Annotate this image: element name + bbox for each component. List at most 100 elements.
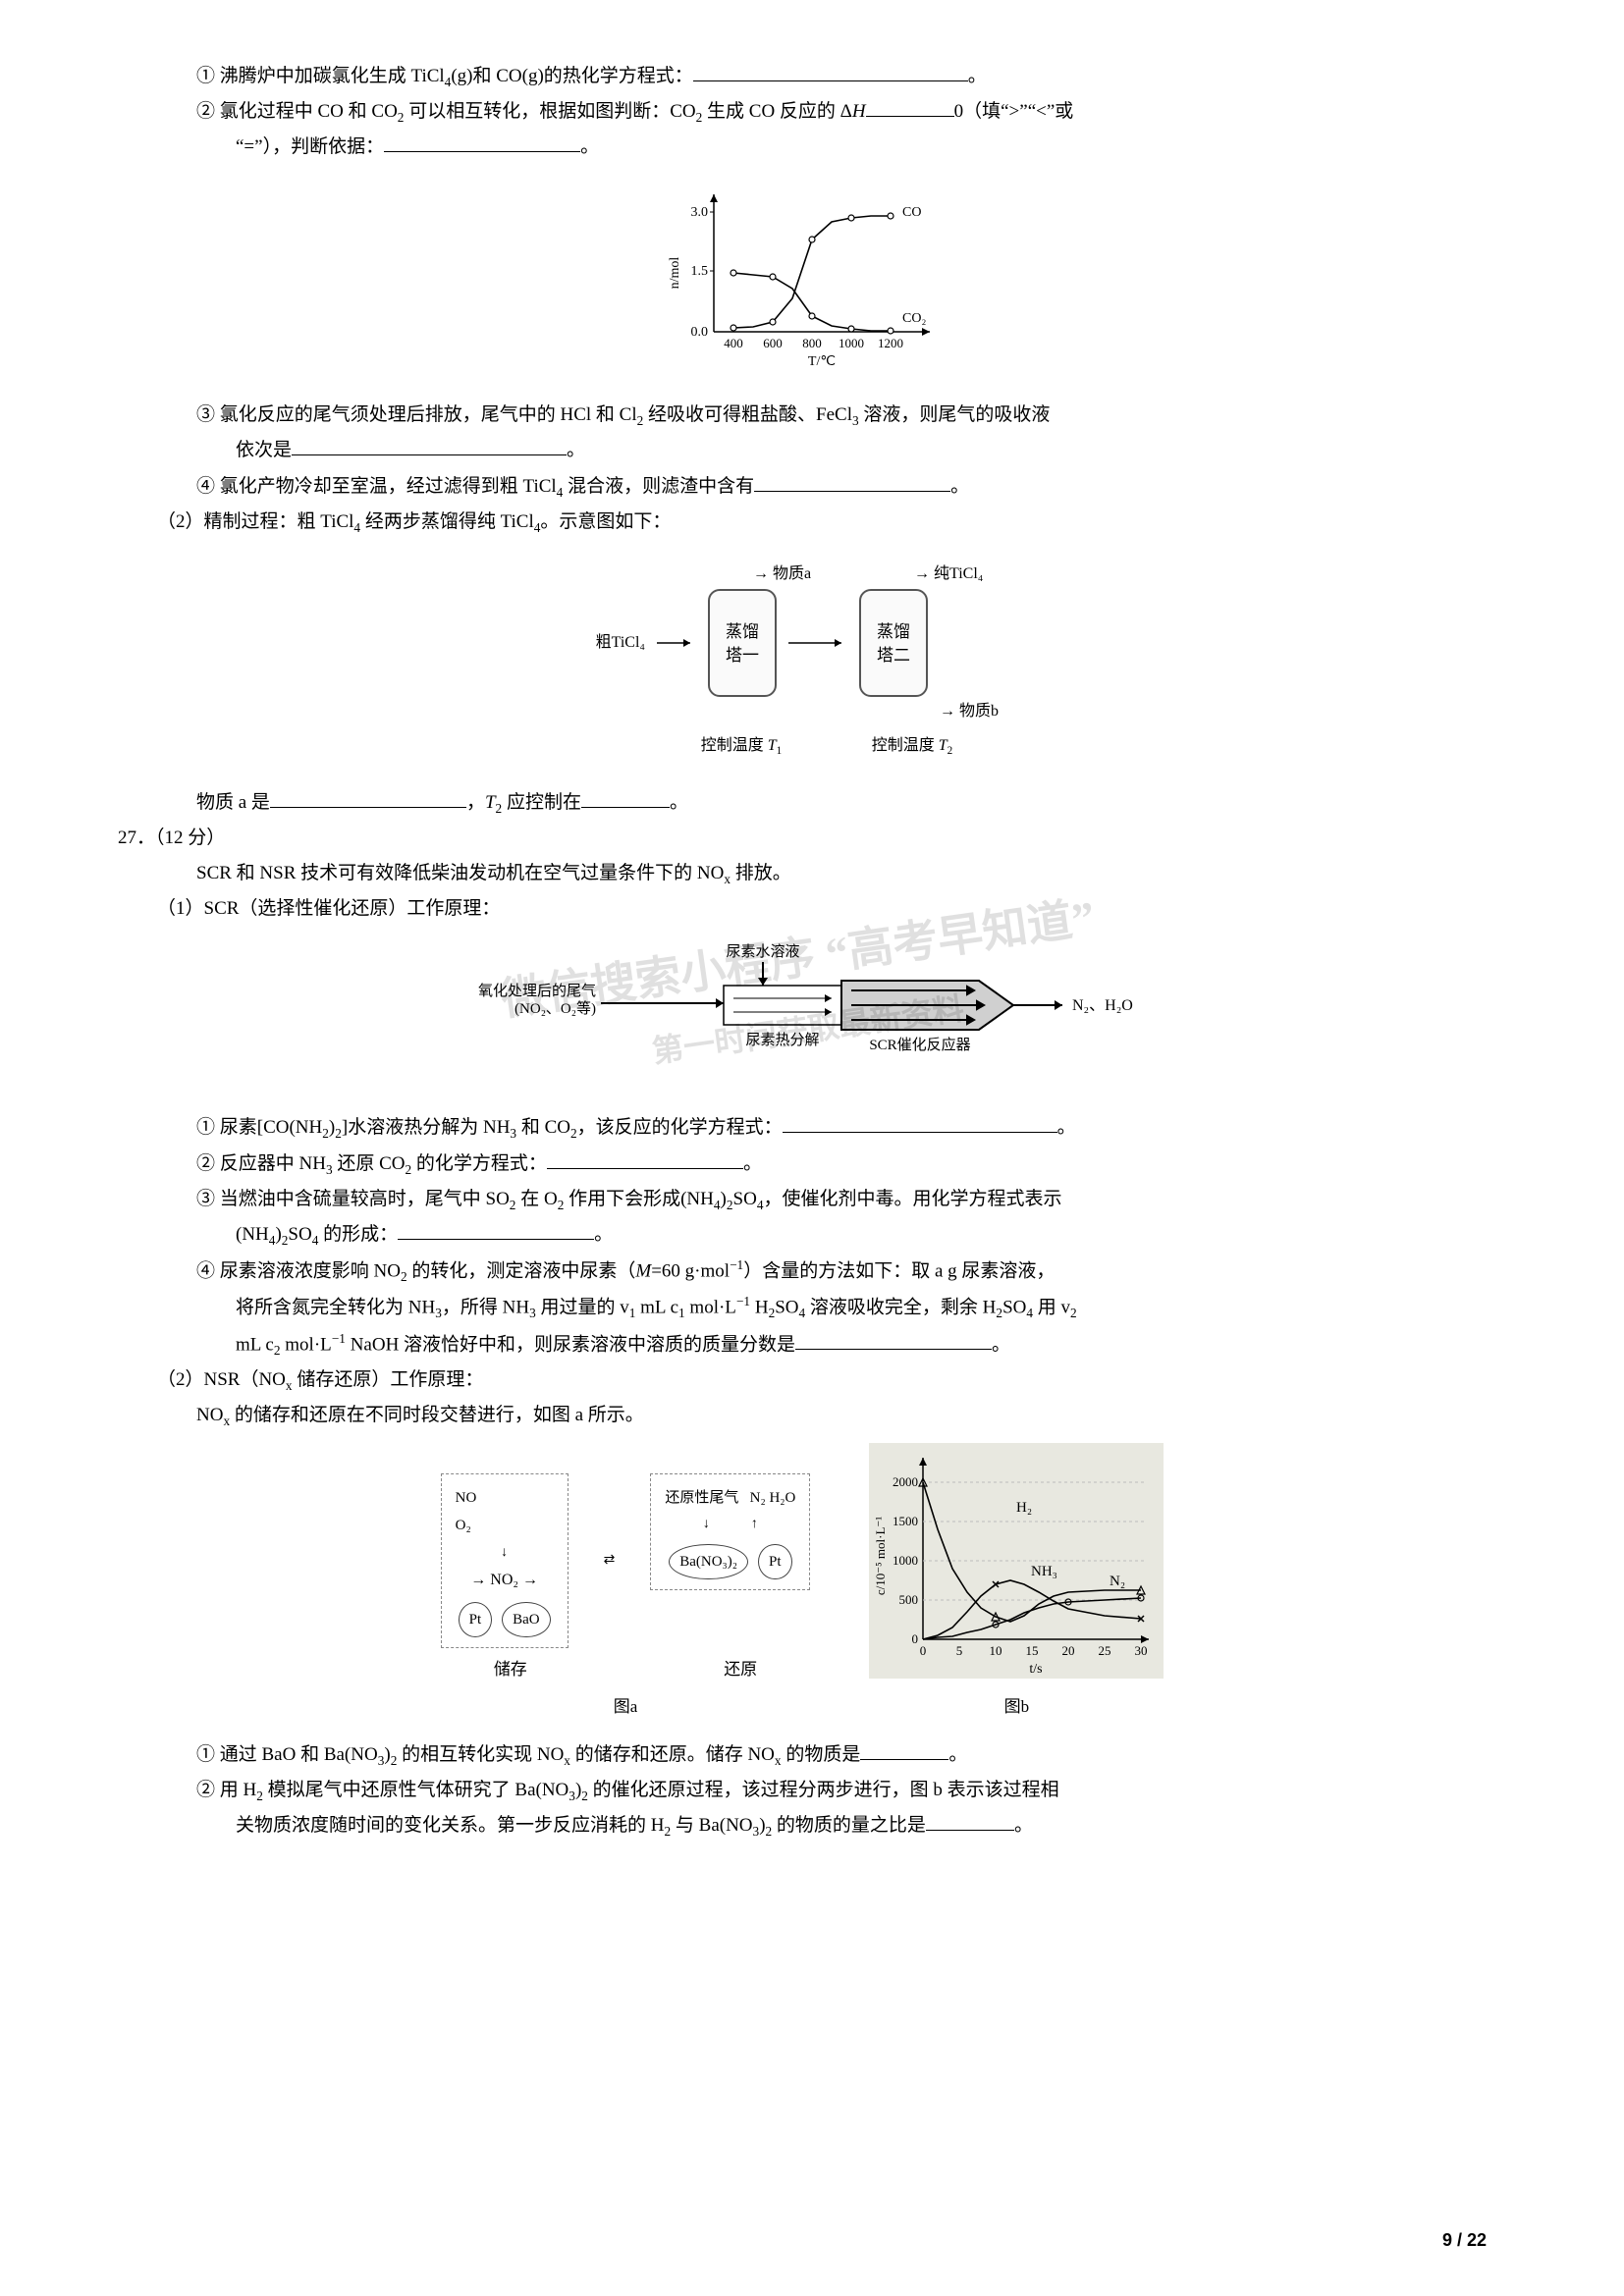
answer-blank[interactable] <box>398 1218 594 1240</box>
svg-text:N₂: N₂ <box>1110 1574 1125 1589</box>
text: 生成 CO 反应的 Δ <box>702 101 852 122</box>
label: 物质a <box>773 565 811 582</box>
text: 经两步蒸馏得纯 TiCl <box>360 511 534 532</box>
item-1-4: ④ 氯化产物冷却至室温，经过滤得到粗 TiCl4 混合液，则滤渣中含有。 <box>118 469 1487 505</box>
text: ④ 氯化产物冷却至室温，经过滤得到粗 TiCl <box>196 476 557 497</box>
item-1-2b: “=”），判断依据： 。 <box>118 130 1487 165</box>
q27-last-2: ② 用 H2 模拟尾气中还原性气体研究了 Ba(NO3)2 的催化还原过程，该过… <box>118 1773 1487 1808</box>
tower-2: 蒸馏 塔二 <box>859 589 928 697</box>
series-label-co: CO <box>902 205 921 220</box>
svg-text:1500: 1500 <box>893 1514 918 1528</box>
svg-text:400: 400 <box>724 336 743 350</box>
y-axis-label: n/mol <box>668 257 682 290</box>
answer-blank[interactable] <box>783 1112 1057 1134</box>
series-label-co2: CO₂ <box>902 311 926 326</box>
text: “=”），判断依据： <box>236 136 384 157</box>
page-number: 9 / 22 <box>1442 2223 1487 2257</box>
svg-text:3.0: 3.0 <box>691 205 709 220</box>
answer-blank[interactable] <box>860 1738 948 1760</box>
answer-blank[interactable] <box>547 1148 743 1169</box>
svg-text:0.0: 0.0 <box>691 325 709 340</box>
figure-b: 0 500 1000 1500 2000 0 5 10 15 20 25 30 … <box>869 1443 1164 1723</box>
svg-text:N₂、H₂O: N₂、H₂O <box>1072 997 1133 1014</box>
item-1-3b: 依次是。 <box>118 433 1487 468</box>
text: 0（填“>”“<”或 <box>954 101 1074 122</box>
q27-i2: ② 反应器中 NH3 还原 CO2 的化学方程式：。 <box>118 1147 1487 1182</box>
svg-text:25: 25 <box>1099 1643 1111 1658</box>
text: H <box>852 101 866 122</box>
reduce-box: 还原性尾气 N₂ H₂O ↓ ↑ Ba(NO₃)₂ Pt <box>650 1473 810 1591</box>
fig-b-caption: 图b <box>869 1691 1164 1723</box>
svg-text:5: 5 <box>956 1643 963 1658</box>
svg-text:10: 10 <box>990 1643 1002 1658</box>
figure-co-co2-chart: 0.0 1.5 3.0 400 600 800 1000 1200 T/℃ n/… <box>118 175 1487 384</box>
item-1-1: ① 沸腾炉中加碳氯化生成 TiCl4(g)和 CO(g)的热化学方程式：。 <box>118 59 1487 94</box>
figure-scr: 氧化处理后的尾气 (NO₂、O₂等) 尿素水溶液 尿素热分解 SCR催化反应器 <box>118 936 1487 1096</box>
bao-node: BaO <box>502 1602 551 1638</box>
svg-text:800: 800 <box>802 336 822 350</box>
part-2-heading: （2）精制过程：粗 TiCl4 经两步蒸馏得纯 TiCl4。示意图如下： <box>118 505 1487 540</box>
answer-blank[interactable] <box>292 435 567 456</box>
substance-a-line: 物质 a 是，T2 应控制在。 <box>118 785 1487 821</box>
q27-p2: （2）NSR（NOx 储存还原）工作原理： <box>118 1362 1487 1398</box>
item-1-3: ③ 氯化反应的尾气须处理后排放，尾气中的 HCl 和 Cl2 经吸收可得粗盐酸、… <box>118 398 1487 433</box>
svg-text:t/s: t/s <box>1030 1662 1043 1677</box>
q27-i3: ③ 当燃油中含硫量较高时，尾气中 SO2 在 O2 作用下会形成(NH4)2SO… <box>118 1182 1487 1217</box>
q27-last-1: ① 通过 BaO 和 Ba(NO3)2 的相互转化实现 NOx 的储存和还原。储… <box>118 1737 1487 1773</box>
svg-text:氧化处理后的尾气: 氧化处理后的尾气 <box>478 983 596 999</box>
svg-text:2000: 2000 <box>893 1474 918 1489</box>
label: 纯TiCl₄ <box>934 565 983 582</box>
text: ① 沸腾炉中加碳氯化生成 TiCl <box>196 66 445 86</box>
svg-text:30: 30 <box>1135 1643 1148 1658</box>
figure-nsr-row: NOO₂ ↓ → NO₂ → Pt BaO ⇄ 还原性尾气 N₂ H₂O ↓ ↑… <box>118 1443 1487 1723</box>
store-box: NOO₂ ↓ → NO₂ → Pt BaO <box>441 1473 568 1648</box>
pt-node: Pt <box>459 1602 493 1638</box>
text: 。 <box>567 440 585 460</box>
q27-i3b: (NH4)2SO4 的形成：。 <box>118 1217 1487 1253</box>
svg-text:H₂: H₂ <box>1016 1500 1032 1516</box>
svg-text:15: 15 <box>1026 1643 1039 1658</box>
answer-blank[interactable] <box>795 1328 992 1350</box>
text: 应控制在 <box>502 792 581 813</box>
svg-text:尿素热分解: 尿素热分解 <box>745 1032 819 1048</box>
answer-blank[interactable] <box>581 786 670 808</box>
text: （2）精制过程：粗 TiCl <box>157 511 353 532</box>
svg-text:0: 0 <box>920 1643 927 1658</box>
text: ， <box>466 792 485 813</box>
x-axis-label: T/℃ <box>808 354 836 369</box>
pt-node: Pt <box>758 1544 792 1580</box>
svg-text:SCR催化反应器: SCR催化反应器 <box>869 1036 970 1053</box>
text: 混合液，则滤渣中含有 <box>563 476 754 497</box>
q27-i4c: mL c2 mol·L−1 NaOH 溶液恰好中和，则尿素溶液中溶质的质量分数是… <box>118 1326 1487 1362</box>
svg-text:20: 20 <box>1062 1643 1075 1658</box>
svg-text:500: 500 <box>899 1592 919 1607</box>
answer-blank[interactable] <box>754 470 950 492</box>
bano3-node: Ba(NO₃)₂ <box>669 1544 748 1580</box>
answer-blank[interactable] <box>693 60 968 81</box>
figure-a: NOO₂ ↓ → NO₂ → Pt BaO ⇄ 还原性尾气 N₂ H₂O ↓ ↑… <box>441 1473 811 1724</box>
q27-i4: ④ 尿素溶液浓度影响 NO2 的转化，测定溶液中尿素（M=60 g·mol−1）… <box>118 1253 1487 1289</box>
chart-svg: 0.0 1.5 3.0 400 600 800 1000 1200 T/℃ n/… <box>655 175 949 371</box>
text: (g)和 CO(g)的热化学方程式： <box>451 66 692 86</box>
svg-text:NH₃: NH₃ <box>1031 1564 1057 1579</box>
text: ② 氯化过程中 CO 和 CO <box>196 101 398 122</box>
label: 物质b <box>959 703 999 720</box>
svg-text:1200: 1200 <box>878 336 903 350</box>
arrow-icon <box>657 633 696 653</box>
q27-number: 27．（12 分） <box>118 821 1487 856</box>
answer-blank[interactable] <box>926 1809 1014 1831</box>
text: 。 <box>670 792 688 813</box>
q27-i4b: 将所含氮完全转化为 NH3，所得 NH3 用过量的 v1 mL c1 mol·L… <box>118 1289 1487 1325</box>
arrow-icon <box>788 633 847 653</box>
q27-p1: （1）SCR（选择性催化还原）工作原理： <box>118 891 1487 927</box>
text: 。 <box>580 136 599 157</box>
q27-last-2b: 关物质浓度随时间的变化关系。第一步反应消耗的 H2 与 Ba(NO3)2 的物质… <box>118 1808 1487 1843</box>
text: ③ 氯化反应的尾气须处理后排放，尾气中的 HCl 和 Cl <box>196 404 637 425</box>
answer-blank[interactable] <box>866 95 954 117</box>
text: 。 <box>950 476 969 497</box>
fig-a-caption: 图a <box>441 1691 811 1723</box>
answer-blank[interactable] <box>270 786 466 808</box>
q27-p2b: NOx 的储存和还原在不同时段交替进行，如图 a 所示。 <box>118 1398 1487 1433</box>
answer-blank[interactable] <box>384 131 580 152</box>
item-1-2: ② 氯化过程中 CO 和 CO2 可以相互转化，根据如图判断：CO2 生成 CO… <box>118 94 1487 130</box>
